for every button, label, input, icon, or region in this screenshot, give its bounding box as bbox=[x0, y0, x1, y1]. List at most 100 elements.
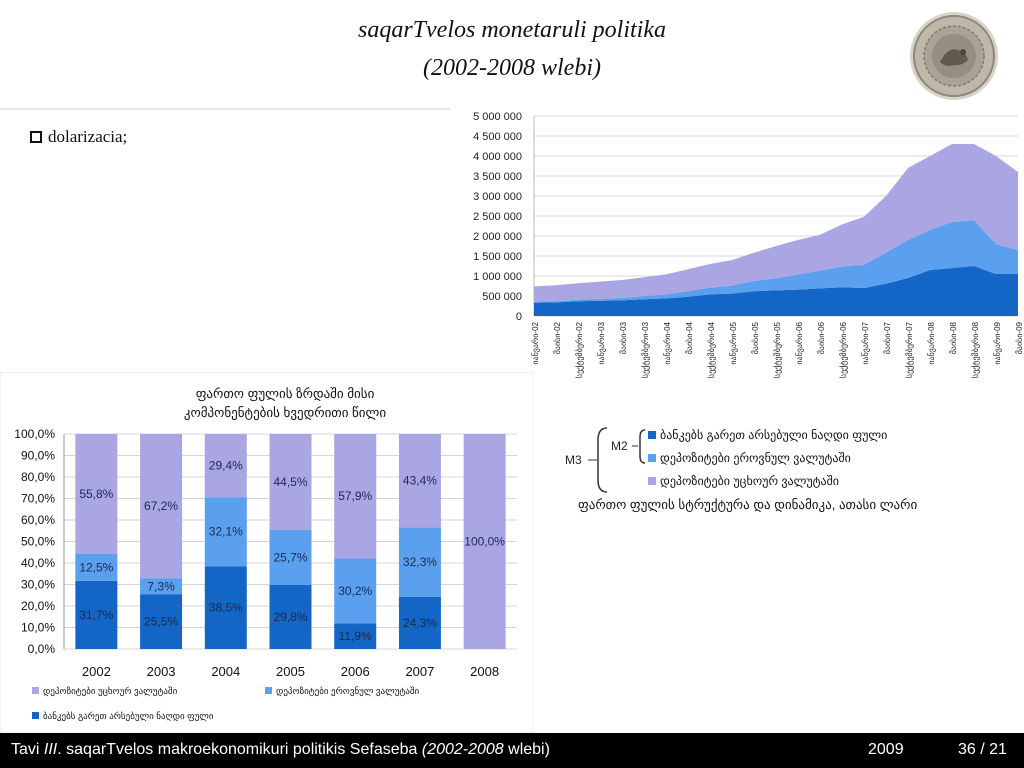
bar-data-label: 100,0% bbox=[464, 535, 505, 549]
component-share-bar-chart: ფართო ფულის ზრდაში მისი კომპონენტების ხვ… bbox=[0, 372, 533, 733]
bar-y-tick-label: 60,0% bbox=[21, 513, 55, 527]
area-x-tick-label: სექტემბერი-04 bbox=[707, 321, 716, 378]
area-series-band bbox=[534, 266, 1018, 316]
area-x-tick-label: მაისი-02 bbox=[553, 321, 562, 354]
area-x-tick-label: სექტემბერი-05 bbox=[773, 321, 782, 378]
structure-legend-label: დეპოზიტები ეროვნულ ვალუტაში bbox=[660, 451, 851, 465]
footer-year: 2009 bbox=[868, 741, 904, 758]
bar-data-label: 55,8% bbox=[79, 487, 113, 501]
area-x-tick-label: სექტემბერი-06 bbox=[839, 321, 848, 378]
bar-data-label: 32,3% bbox=[403, 555, 437, 569]
area-x-tick-label: იანვარი-08 bbox=[927, 321, 936, 364]
bar-segment bbox=[204, 566, 247, 649]
area-y-tick-label: 1 500 000 bbox=[473, 251, 522, 263]
money-dynamics-area-chart: 0 500 000 1 000 000 1 500 000 2 000 000 2 500… bbox=[450, 108, 1024, 390]
bar-legend-label: დეპოზიტები უცხოურ ვალუტაში bbox=[43, 686, 178, 697]
bar-y-tick-label: 80,0% bbox=[21, 470, 55, 484]
bar-data-label: 24,3% bbox=[403, 616, 437, 630]
bar-x-tick-label: 2002 bbox=[82, 664, 111, 679]
slide-title-line-1: saqarTvelos monetaruli politika bbox=[358, 17, 666, 43]
bar-y-tick-label: 70,0% bbox=[21, 492, 55, 506]
area-x-tick-label: სექტემბერი-02 bbox=[575, 321, 584, 378]
area-series-band bbox=[534, 144, 1018, 302]
bar-y-tick-label: 90,0% bbox=[21, 449, 55, 463]
bar-segment bbox=[75, 580, 118, 649]
footer-title: Tavi III. saqarTvelos makroekonomikuri p… bbox=[11, 741, 550, 759]
bar-segment bbox=[140, 578, 183, 595]
bar-segment bbox=[75, 434, 118, 554]
bar-legend-swatch bbox=[32, 687, 39, 694]
bar-segment bbox=[463, 434, 506, 649]
bar-legend-swatch bbox=[32, 712, 39, 719]
bar-y-tick-label: 10,0% bbox=[21, 621, 55, 635]
bar-segment bbox=[140, 434, 183, 579]
m3-label: M3 bbox=[565, 453, 582, 467]
structure-legend-label: ბანკებს გარეთ არსებული ნაღდი ფული bbox=[660, 428, 887, 442]
bar-data-label: 12,5% bbox=[79, 560, 113, 574]
bar-data-label: 31,7% bbox=[79, 608, 113, 622]
area-x-tick-label: იანვარი-09 bbox=[993, 321, 1002, 364]
bar-segment bbox=[334, 623, 377, 649]
footer-bar: Tavi III. saqarTvelos makroekonomikuri p… bbox=[0, 733, 1024, 768]
m2-label: M2 bbox=[611, 439, 628, 453]
area-x-tick-label: იანვარი-06 bbox=[795, 321, 804, 364]
bar-segment bbox=[140, 594, 183, 649]
bar-chart-title-line-1: ფართო ფულის ზრდაში მისი bbox=[196, 386, 375, 402]
bar-legend-swatch bbox=[265, 687, 272, 694]
area-x-tick-label: იანვარი-07 bbox=[861, 321, 870, 364]
bar-data-label: 30,2% bbox=[338, 584, 372, 598]
structure-caption: ფართო ფულის სტრუქტურა და დინამიკა, ათასი… bbox=[578, 497, 917, 513]
bar-segment bbox=[269, 529, 312, 585]
bar-segment bbox=[269, 584, 312, 649]
bar-data-label: 29,4% bbox=[209, 459, 243, 473]
footer-title-years: (2002-2008 bbox=[421, 741, 504, 758]
bar-data-label: 57,9% bbox=[338, 489, 372, 503]
area-x-tick-label: სექტემბერი-08 bbox=[971, 321, 980, 378]
bar-data-label: 11,9% bbox=[339, 629, 372, 643]
area-y-tick-label: 500 000 bbox=[482, 291, 522, 303]
bar-segment bbox=[398, 527, 441, 597]
bar-segment bbox=[398, 434, 441, 528]
slide-title-line-2: (2002-2008 wlebi) bbox=[423, 55, 601, 81]
bar-legend-label: ბანკებს გარეთ არსებული ნაღდი ფული bbox=[43, 711, 214, 722]
bar-data-label: 43,4% bbox=[403, 474, 437, 488]
bar-segment bbox=[398, 596, 441, 649]
structure-legend-label: დეპოზიტები უცხოურ ვალუტაში bbox=[660, 474, 839, 488]
bar-segment bbox=[204, 434, 247, 498]
area-y-tick-label: 3 000 000 bbox=[473, 191, 522, 203]
footer-title-roman: III bbox=[43, 741, 58, 758]
bar-chart-title-line-2: კომპონენტების ხვედრითი წილი bbox=[184, 405, 386, 421]
bar-segment bbox=[204, 497, 247, 567]
slide-title: saqarTvelos monetaruli politika (2002-20… bbox=[0, 10, 1024, 86]
bar-legend-label: დეპოზიტები ეროვნულ ვალუტაში bbox=[276, 686, 420, 697]
bar-x-tick-label: 2006 bbox=[341, 664, 370, 679]
bar-x-tick-label: 2005 bbox=[276, 664, 305, 679]
bar-y-tick-label: 0,0% bbox=[28, 642, 56, 656]
bar-x-tick-label: 2008 bbox=[470, 664, 499, 679]
bar-data-label: 32,1% bbox=[209, 525, 243, 539]
area-y-tick-label: 4 000 000 bbox=[473, 151, 522, 163]
checkbox-bullet-icon bbox=[30, 131, 42, 143]
bar-data-label: 44,5% bbox=[273, 475, 307, 489]
area-y-tick-label: 2 000 000 bbox=[473, 231, 522, 243]
bar-y-tick-label: 40,0% bbox=[21, 556, 55, 570]
bar-x-tick-label: 2007 bbox=[405, 664, 434, 679]
bar-data-label: 25,5% bbox=[144, 615, 178, 629]
bar-y-tick-label: 20,0% bbox=[21, 599, 55, 613]
area-y-tick-label: 5 000 000 bbox=[473, 111, 522, 123]
footer-title-end: wlebi) bbox=[503, 741, 550, 758]
bullet-text: dolarizacia; bbox=[48, 127, 128, 146]
area-x-tick-label: იანვარი-03 bbox=[597, 321, 606, 364]
area-y-tick-label: 1 000 000 bbox=[473, 271, 522, 283]
bar-x-tick-label: 2003 bbox=[147, 664, 176, 679]
national-bank-seal-icon bbox=[910, 12, 998, 100]
area-x-tick-label: იანვარი-02 bbox=[531, 321, 540, 364]
area-x-tick-label: მაისი-08 bbox=[949, 321, 958, 354]
bar-data-label: 38,5% bbox=[209, 601, 243, 615]
bar-segment bbox=[269, 434, 312, 530]
footer-title-prefix: Tavi bbox=[11, 741, 44, 758]
area-x-tick-label: სექტემბერი-07 bbox=[905, 321, 914, 378]
area-y-tick-label: 2 500 000 bbox=[473, 211, 522, 223]
bar-segment bbox=[75, 553, 118, 581]
area-x-tick-label: მაისი-05 bbox=[751, 321, 760, 354]
